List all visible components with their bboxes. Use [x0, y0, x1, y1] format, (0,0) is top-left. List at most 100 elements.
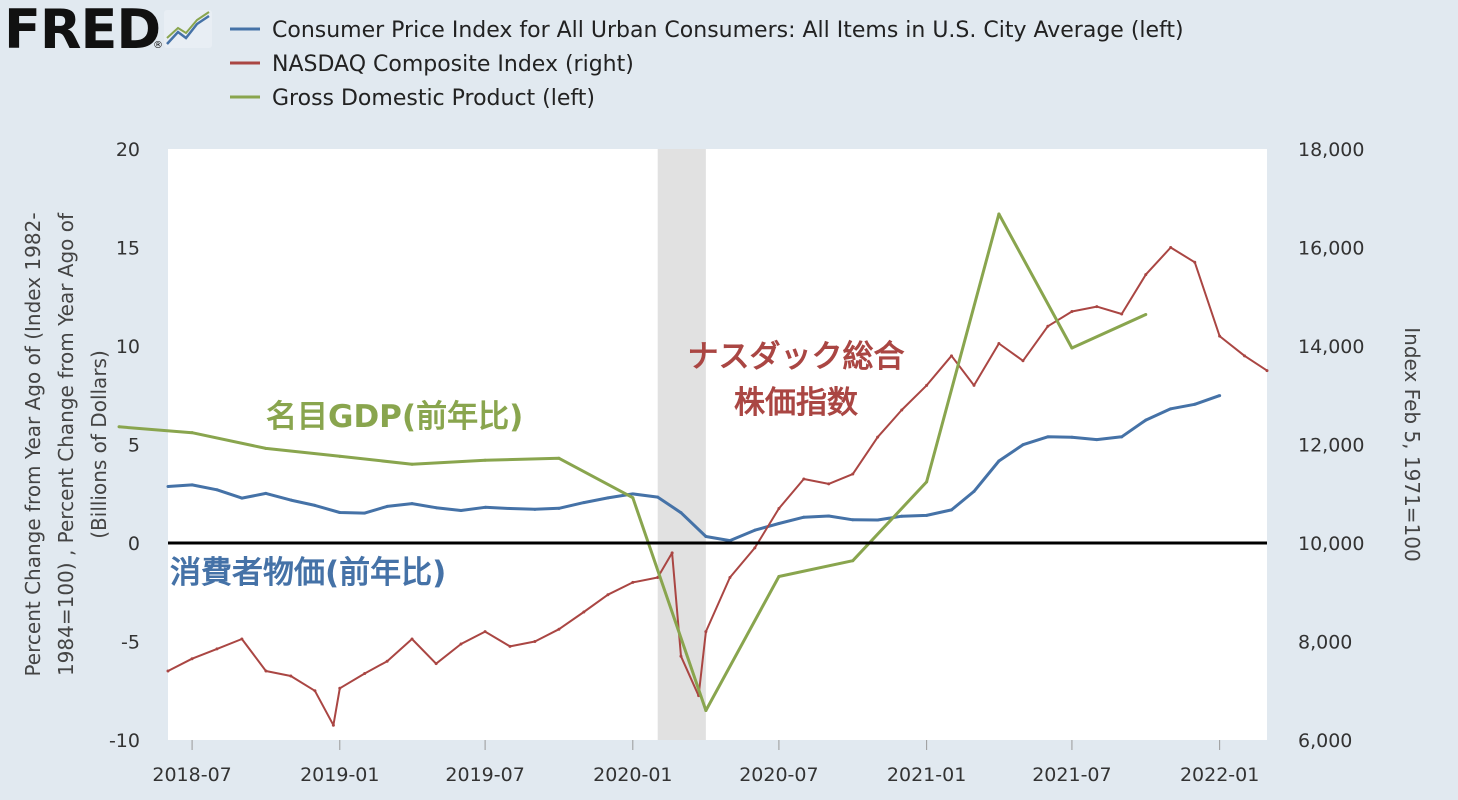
data-point-gdp: [264, 446, 268, 450]
data-point-gdp: [557, 456, 561, 460]
data-point-cpi: [508, 507, 512, 511]
data-point-nasdaq: [331, 723, 335, 727]
data-point-cpi: [533, 507, 537, 511]
data-point-cpi: [1095, 438, 1099, 442]
data-point-cpi: [753, 528, 757, 532]
y-left-tick-label: 5: [128, 435, 140, 457]
data-point-gdp: [117, 425, 121, 429]
data-point-cpi: [925, 513, 929, 517]
data-point-cpi: [972, 489, 976, 493]
data-point-cpi: [1120, 435, 1124, 439]
series-layer: [117, 212, 1269, 727]
y-right-tick-label: 14,000: [1298, 336, 1364, 358]
data-point-gdp: [851, 559, 855, 563]
data-point-cpi: [459, 508, 463, 512]
y-left-tick-label: 10: [116, 336, 140, 358]
y-right-tick-label: 8,000: [1298, 632, 1352, 654]
data-point-cpi: [264, 491, 268, 495]
data-point-nasdaq: [363, 672, 367, 676]
y-left-tick-label: -10: [109, 730, 140, 752]
x-tick-label: 2022-01: [1180, 764, 1259, 786]
data-point-cpi: [1070, 435, 1074, 439]
legend-label-nasdaq: NASDAQ Composite Index (right): [272, 52, 634, 77]
data-point-nasdaq: [1169, 246, 1173, 249]
annotation-gdp-1: 名目GDP(前年比): [266, 399, 523, 435]
data-point-gdp: [190, 431, 194, 435]
data-point-nasdaq: [508, 644, 512, 648]
y-right-tick-label: 10,000: [1298, 533, 1364, 555]
data-point-cpi: [215, 488, 219, 492]
data-point-cpi: [190, 483, 194, 487]
data-point-nasdaq: [385, 659, 389, 663]
data-point-nasdaq: [679, 654, 683, 658]
data-point-nasdaq: [1243, 354, 1247, 358]
fred-logo[interactable]: FRED ®: [4, 0, 212, 61]
data-point-nasdaq: [1218, 334, 1222, 338]
data-point-cpi: [289, 498, 293, 502]
data-point-nasdaq: [997, 342, 1001, 346]
annotation-nasdaq-3: 株価指数: [734, 385, 858, 421]
data-point-nasdaq: [190, 657, 194, 661]
x-tick-label: 2018-07: [152, 764, 231, 786]
data-point-nasdaq: [950, 354, 954, 358]
data-point-nasdaq: [972, 383, 976, 387]
y-left-axis-label: Percent Change from Year Ago of (Index 1…: [21, 212, 45, 676]
data-point-nasdaq: [631, 580, 635, 584]
y-right-tick-label: 12,000: [1298, 435, 1364, 457]
data-point-gdp: [631, 496, 635, 500]
data-point-cpi: [606, 496, 610, 500]
data-point-gdp: [704, 708, 708, 712]
data-point-cpi: [385, 504, 389, 508]
data-point-nasdaq: [802, 477, 806, 481]
annotation-nasdaq-2: ナスダック総合: [688, 339, 905, 375]
data-point-gdp: [483, 458, 487, 462]
data-point-nasdaq: [264, 669, 268, 673]
data-point-gdp: [1070, 346, 1074, 350]
series-nasdaq: [166, 246, 1269, 727]
data-point-cpi: [557, 506, 561, 510]
y-right-tick-label: 18,000: [1298, 139, 1364, 161]
data-point-nasdaq: [1070, 310, 1074, 314]
logo-registered-mark: ®: [153, 40, 163, 51]
data-point-nasdaq: [215, 647, 219, 651]
data-point-cpi: [851, 518, 855, 522]
data-point-cpi: [631, 492, 635, 496]
data-point-nasdaq: [483, 630, 487, 634]
data-point-cpi: [434, 506, 438, 510]
data-point-nasdaq: [1046, 324, 1050, 328]
data-point-nasdaq: [533, 640, 537, 643]
data-point-cpi: [997, 459, 1001, 463]
data-point-cpi: [582, 501, 586, 505]
data-point-nasdaq: [338, 686, 342, 690]
x-tick-label: 2021-07: [1032, 764, 1111, 786]
data-point-nasdaq: [1120, 312, 1124, 316]
data-point-nasdaq: [925, 383, 929, 387]
plot-area: [168, 149, 1267, 740]
x-tick-label: 2020-07: [739, 764, 818, 786]
data-point-nasdaq: [1193, 260, 1197, 264]
data-point-nasdaq: [1095, 305, 1099, 309]
series-gdp: [117, 212, 1148, 712]
data-point-cpi: [1046, 435, 1050, 439]
data-point-nasdaq: [166, 669, 170, 673]
series-cpi: [166, 394, 1222, 543]
data-point-cpi: [777, 521, 781, 525]
data-point-nasdaq: [582, 610, 586, 614]
data-point-cpi: [240, 496, 244, 500]
data-point-cpi: [1144, 418, 1148, 422]
data-point-nasdaq: [313, 689, 317, 693]
data-point-cpi: [1193, 402, 1197, 406]
data-point-cpi: [802, 515, 806, 519]
data-point-cpi: [410, 502, 414, 506]
data-point-gdp: [338, 454, 342, 458]
data-point-nasdaq: [876, 435, 880, 439]
data-point-cpi: [313, 503, 317, 507]
data-point-nasdaq: [410, 637, 414, 641]
data-point-nasdaq: [827, 482, 831, 486]
x-tick-label: 2019-07: [445, 764, 524, 786]
data-point-gdp: [925, 480, 929, 484]
data-point-cpi: [1218, 394, 1222, 398]
data-point-gdp: [410, 462, 414, 466]
